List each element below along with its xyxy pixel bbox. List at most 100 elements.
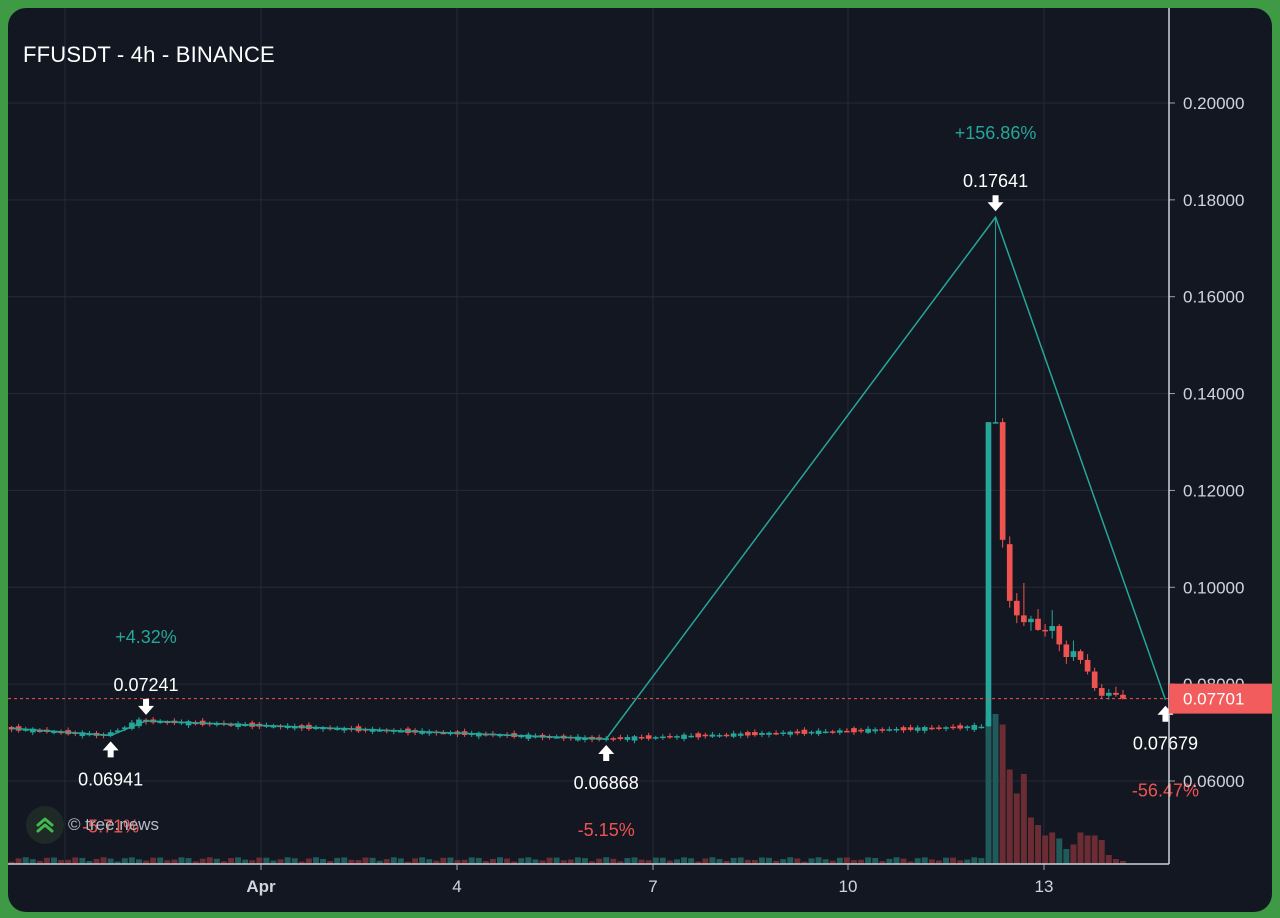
candle-body: [270, 726, 277, 728]
volume-bar: [185, 858, 192, 864]
candle-body: [1006, 544, 1013, 601]
volume-bar: [999, 724, 1006, 864]
volume-bar: [950, 857, 957, 864]
candle-body: [759, 733, 765, 735]
pivot-low-label: 0.07679: [1133, 734, 1198, 754]
candle-body: [107, 732, 114, 736]
candle-body: [992, 422, 999, 424]
volume-bar: [964, 859, 971, 864]
candle-body: [114, 730, 121, 732]
volume-bar: [758, 857, 765, 864]
volume-bar: [1112, 858, 1119, 864]
candle-body: [723, 734, 730, 737]
pivot-low-arrow-icon: [102, 741, 119, 758]
candle-body: [518, 735, 525, 738]
volume-bar: [992, 714, 999, 864]
y-tick-label: 0.10000: [1183, 578, 1244, 597]
volume-bar: [157, 857, 164, 864]
candle-body: [22, 729, 29, 731]
volume-bar: [298, 861, 305, 864]
candle-body: [631, 736, 638, 741]
volume-bar: [327, 860, 334, 864]
volume-bar: [695, 861, 702, 864]
volume-bar: [440, 857, 447, 864]
volume-bar: [206, 857, 213, 864]
volume-bar: [86, 861, 93, 864]
volume-bar: [907, 861, 914, 864]
candle-body: [1084, 659, 1091, 672]
candle-body: [334, 728, 341, 730]
volume-bar: [539, 860, 546, 864]
volume-bar: [171, 859, 178, 864]
volume-bar: [1070, 844, 1077, 864]
candle-body: [844, 730, 850, 733]
volume-bar: [362, 857, 369, 864]
candle-body: [836, 730, 843, 733]
volume-bar: [723, 860, 730, 864]
candle-body: [553, 737, 560, 739]
candle-body: [957, 725, 963, 729]
volume-bar: [574, 857, 581, 864]
volume-bar: [638, 859, 645, 864]
volume-bar: [681, 857, 688, 864]
volume-bar: [284, 857, 291, 864]
volume-bar: [397, 858, 404, 864]
y-tick-label: 0.06000: [1183, 772, 1244, 791]
volume-bar: [865, 857, 872, 864]
volume-bar: [482, 861, 489, 864]
volume-bar: [666, 860, 673, 864]
volume-bar: [1120, 860, 1126, 864]
volume-bar: [36, 860, 43, 864]
candle-body: [121, 727, 128, 729]
volume-bar: [553, 857, 560, 864]
candle-body: [1077, 651, 1084, 660]
candle-body: [1042, 629, 1048, 632]
chart-canvas[interactable]: 0.06941 0.07241 0.06868 0.17641 0.07679 +4.32…: [8, 8, 1272, 912]
candle-body: [794, 731, 801, 734]
volume-bars: [8, 714, 1126, 864]
volume-bar: [405, 861, 411, 864]
chart-title: FFUSDT - 4h - BINANCE: [23, 42, 275, 67]
volume-bar: [305, 858, 312, 864]
candle-body: [780, 732, 787, 735]
pivot-labels: 0.06941 0.07241 0.06868 0.17641 0.07679 +4.32…: [78, 123, 1199, 840]
volume-bar: [836, 857, 843, 864]
volume-bar: [631, 857, 638, 864]
candle-body: [157, 721, 164, 724]
candle-body: [971, 725, 978, 730]
volume-bar: [235, 857, 242, 864]
pivot-high-label: 0.17641: [963, 171, 1028, 191]
volume-bar: [985, 717, 992, 864]
candle-body: [893, 728, 900, 731]
volume-bar: [808, 858, 815, 864]
candle-body: [787, 731, 794, 735]
candle-body: [1091, 671, 1098, 689]
candle-body: [29, 728, 36, 733]
candle-body: [929, 727, 935, 730]
volume-bar: [242, 859, 249, 864]
candle-body: [985, 422, 992, 727]
candle-body: [744, 732, 751, 736]
volume-bar: [383, 859, 390, 864]
candle-body: [37, 730, 43, 733]
volume-bar: [581, 858, 588, 864]
candle-body: [829, 731, 836, 733]
current-price-tag: [1169, 683, 1272, 714]
candle-body: [688, 735, 694, 738]
volume-bar: [1056, 838, 1063, 864]
pivot-high-label: 0.07241: [114, 675, 179, 695]
volume-bar: [1027, 817, 1034, 864]
grid-lines: [8, 8, 1169, 864]
volume-bar: [716, 858, 723, 864]
candle-body: [872, 729, 879, 732]
volume-bar: [412, 858, 419, 864]
volume-bar: [1020, 774, 1027, 864]
pivot-high-arrow-icon: [987, 195, 1004, 212]
volume-bar: [15, 858, 22, 864]
candle-body: [129, 722, 135, 729]
candle-body: [79, 732, 86, 737]
candles-layer: [8, 217, 1169, 744]
volume-bar: [886, 858, 893, 864]
volume-bar: [829, 860, 836, 864]
volume-bar: [93, 858, 100, 864]
